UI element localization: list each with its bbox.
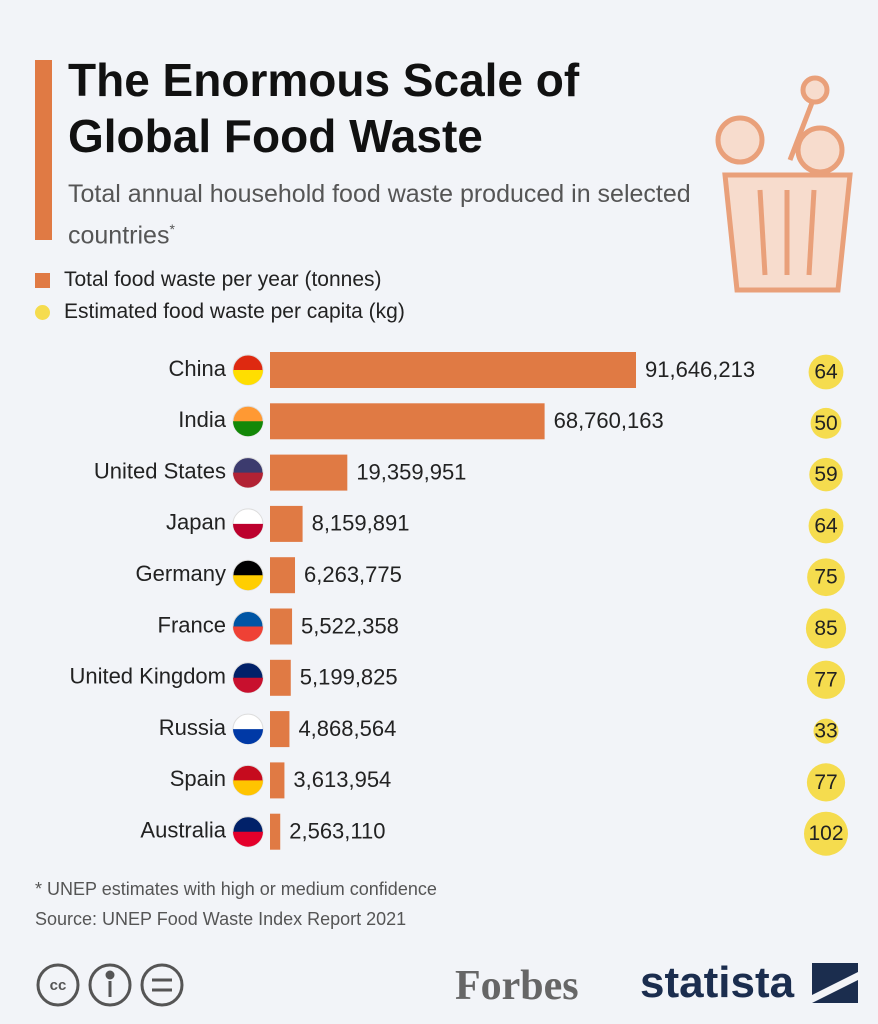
per-capita-label: 75 — [814, 566, 837, 589]
forbes-logo: Forbes — [455, 963, 579, 1009]
bar — [270, 762, 285, 799]
category-label: Spain — [170, 766, 226, 791]
bar — [270, 659, 291, 696]
cc-icons: cc — [36, 963, 184, 1007]
per-capita-bubble — [805, 608, 847, 649]
legend-label: Estimated food waste per capita (kg) — [64, 300, 405, 323]
flag-detail — [233, 421, 263, 437]
value-label: 8,159,891 — [312, 511, 410, 536]
flag-detail — [233, 729, 263, 745]
bar — [270, 454, 348, 491]
flag-detail — [233, 370, 263, 385]
per-capita-bubble — [808, 508, 844, 544]
flag-detail — [233, 472, 263, 488]
category-label: Japan — [166, 510, 226, 535]
value-label: 4,868,564 — [298, 716, 396, 741]
legend-swatch — [35, 304, 50, 320]
subtitle: Total annual household food waste produc… — [68, 177, 708, 253]
per-capita-bubble — [809, 457, 843, 492]
flag-detail — [233, 677, 263, 693]
per-capita-label: 77 — [814, 771, 837, 794]
bar — [270, 813, 281, 850]
value-label: 6,263,775 — [304, 562, 402, 587]
bar — [270, 505, 303, 542]
category-label: Germany — [136, 561, 226, 586]
category-label: United States — [94, 458, 226, 483]
chart-title: The Enormous Scale of Global Food Waste — [68, 54, 580, 162]
per-capita-bubble — [804, 811, 848, 856]
flag-detail — [233, 780, 263, 796]
flag-detail — [233, 831, 263, 847]
bucket-icon — [715, 75, 853, 293]
bar — [270, 352, 636, 388]
source: Source: UNEP Food Waste Index Report 202… — [35, 909, 407, 929]
per-capita-bubble — [806, 660, 846, 699]
statista-logo-text: statista — [640, 958, 795, 1007]
value-label: 68,760,163 — [554, 408, 664, 433]
per-capita-label: 64 — [814, 514, 838, 537]
category-label: United Kingdom — [69, 664, 226, 689]
per-capita-bubble — [808, 354, 844, 390]
accent-bar — [35, 60, 52, 240]
per-capita-label: 50 — [814, 412, 837, 435]
bar — [270, 711, 290, 748]
category-label: India — [178, 407, 226, 432]
subtitle-marker: * — [169, 221, 175, 237]
bar — [270, 403, 545, 440]
footnote: * UNEP estimates with high or medium con… — [35, 879, 437, 899]
bar — [270, 557, 296, 594]
per-capita-label: 85 — [814, 617, 837, 640]
statista-logo — [812, 963, 858, 1003]
bar — [270, 608, 293, 645]
per-capita-bubble — [807, 558, 845, 597]
legend-label: Total food waste per year (tonnes) — [64, 268, 382, 291]
value-label: 5,199,825 — [300, 665, 398, 690]
svg-text:cc: cc — [50, 977, 67, 994]
value-label: 19,359,951 — [356, 459, 466, 484]
category-label: Russia — [159, 715, 227, 740]
subtitle-text: Total annual household food waste produc… — [68, 180, 691, 250]
per-capita-bubble — [806, 763, 846, 802]
per-capita-label: 64 — [814, 361, 838, 384]
legend-item: Total food waste per year (tonnes) — [35, 268, 382, 292]
per-capita-bubble — [810, 407, 842, 439]
value-label: 2,563,110 — [289, 819, 385, 844]
flag-detail — [233, 575, 263, 591]
category-label: Australia — [140, 818, 226, 843]
category-label: France — [158, 612, 226, 637]
flag-detail — [233, 523, 263, 539]
per-capita-label: 59 — [814, 463, 837, 486]
per-capita-bubble — [813, 718, 839, 744]
value-label: 91,646,213 — [645, 357, 755, 382]
per-capita-label: 102 — [808, 822, 843, 845]
flag-detail — [233, 626, 263, 642]
category-label: China — [169, 356, 227, 381]
value-label: 3,613,954 — [293, 767, 391, 792]
per-capita-label: 33 — [814, 720, 837, 743]
value-label: 5,522,358 — [301, 613, 399, 638]
legend-swatch — [35, 272, 50, 288]
per-capita-label: 77 — [814, 668, 837, 691]
legend-item: Estimated food waste per capita (kg) — [35, 300, 405, 324]
